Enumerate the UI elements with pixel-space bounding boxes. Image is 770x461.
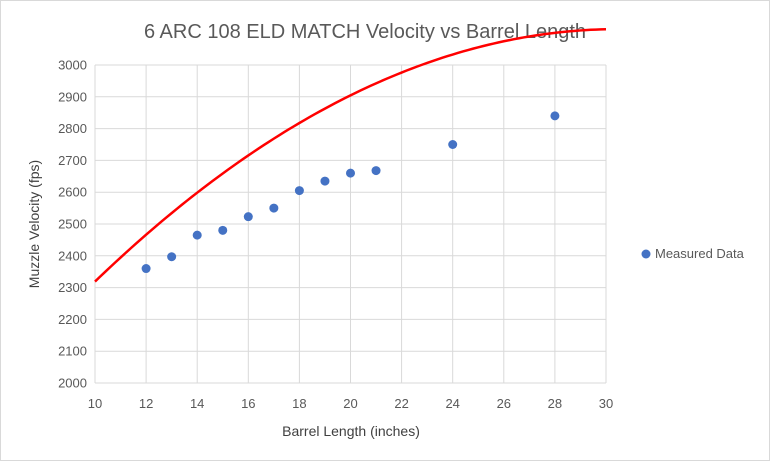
y-tick-label: 3000 — [58, 58, 87, 73]
x-tick-label: 10 — [88, 396, 102, 411]
data-point — [269, 203, 279, 213]
y-axis-ticks: 2000 2100 2200 2300 2400 2500 2600 2700 2800 2900… — [58, 58, 87, 391]
y-tick-label: 2500 — [58, 217, 87, 232]
trendline-path — [94, 27, 607, 283]
y-tick-label: 2900 — [58, 89, 87, 104]
data-point — [448, 140, 458, 149]
x-tick-label: 12 — [139, 396, 153, 411]
data-point — [243, 212, 253, 222]
legend-marker — [641, 249, 651, 259]
y-tick-label: 2600 — [58, 185, 87, 200]
data-point — [550, 111, 560, 121]
y-tick-label: 2100 — [58, 344, 87, 359]
gridlines — [94, 64, 607, 384]
x-tick-label: 16 — [241, 396, 255, 411]
y-tick-label: 2800 — [58, 121, 87, 136]
x-tick-label: 28 — [548, 396, 562, 411]
x-tick-label: 20 — [343, 396, 357, 411]
y-tick-label: 2000 — [58, 376, 87, 391]
x-axis-title: Barrel Length (inches) — [282, 423, 420, 439]
x-tick-label: 18 — [292, 396, 306, 411]
chart-title: 6 ARC 108 ELD MATCH Velocity vs Barrel L… — [144, 21, 586, 43]
y-tick-label: 2400 — [58, 248, 87, 263]
legend: Measured Data — [641, 246, 745, 261]
data-points — [141, 111, 560, 274]
legend-label: Measured Data — [655, 246, 745, 261]
x-tick-label: 30 — [599, 396, 613, 411]
data-point — [320, 176, 330, 186]
data-point — [192, 230, 202, 240]
y-tick-label: 2200 — [58, 312, 87, 327]
x-tick-label: 14 — [190, 396, 204, 411]
data-point — [346, 168, 355, 178]
x-axis-ticks: 10 12 14 16 18 20 22 24 26 28 30 — [88, 396, 613, 411]
y-tick-label: 2700 — [58, 153, 87, 168]
x-tick-label: 26 — [497, 396, 511, 411]
x-tick-label: 24 — [445, 396, 459, 411]
data-point — [141, 264, 151, 274]
data-point — [294, 186, 304, 196]
data-point — [167, 252, 177, 262]
trendline — [94, 27, 607, 283]
y-tick-label: 2300 — [58, 280, 87, 295]
data-point — [371, 166, 381, 176]
data-point — [218, 225, 228, 235]
y-axis-title: Muzzle Velocity (fps) — [26, 160, 42, 288]
x-tick-label: 22 — [394, 396, 408, 411]
